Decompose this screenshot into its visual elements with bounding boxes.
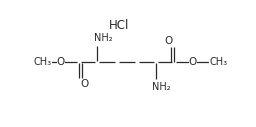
Text: O: O <box>81 79 89 89</box>
Text: O: O <box>164 36 173 46</box>
Text: NH₂: NH₂ <box>152 82 171 92</box>
Text: O: O <box>189 57 197 67</box>
Text: NH₂: NH₂ <box>94 33 112 43</box>
Text: CH₃: CH₃ <box>209 57 228 67</box>
Text: HCl: HCl <box>109 19 130 31</box>
Text: O: O <box>57 57 65 67</box>
Text: CH₃: CH₃ <box>34 57 52 67</box>
